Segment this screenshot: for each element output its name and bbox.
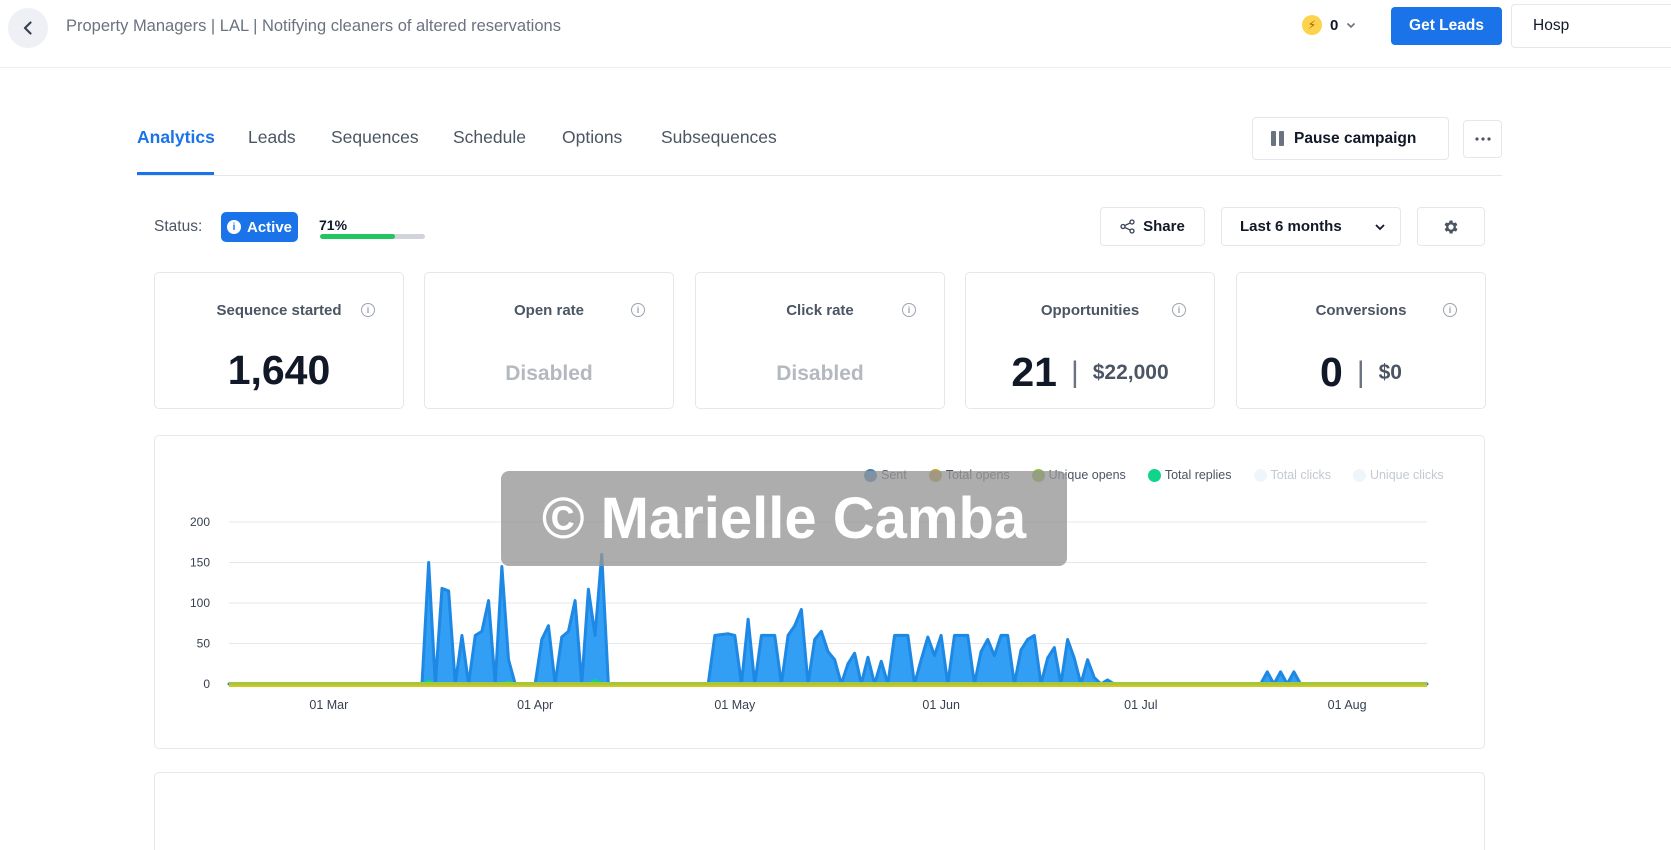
x-tick-label: 01 Mar [309,698,348,712]
more-horizontal-icon [1474,137,1491,141]
x-tick-label: 01 Aug [1328,698,1367,712]
legend-dot [1352,468,1366,482]
status-badge-label: Active [246,218,293,236]
credits-value: 0 [1330,16,1339,34]
progress-bar-fill [320,234,395,239]
chevron-left-icon [23,21,32,35]
status-label: Status: [154,218,203,235]
tab-schedule[interactable]: Schedule [453,127,526,147]
y-tick-label: 150 [190,556,210,570]
legend-item[interactable]: Total clicks [1253,468,1331,482]
analytics-chart: 0 50 100 150 200 01 Mar 01 Apr 01 May 01 Jun 01 J… [154,435,1485,749]
legend-label: Total replies [1164,468,1232,482]
pause-campaign-button[interactable]: Pause campaign [1252,117,1449,160]
x-tick-label: 01 Apr [517,698,553,712]
x-tick-label: 01 Jul [1124,698,1157,712]
progress-bar [320,234,425,239]
y-tick-label: 50 [197,637,211,651]
card-value: Disabled [776,362,864,385]
card-title: Opportunities [1040,302,1140,319]
card-title: Click rate [786,302,854,319]
card-title: Sequence started [216,302,342,319]
card-sequence-started: Sequence started i 1,640 [154,272,404,409]
gear-icon [1444,219,1458,234]
watermark: © Marielle Camba [501,471,1067,566]
value-separator: | [1070,355,1079,389]
date-range-value: Last 6 months [1240,218,1342,235]
series-sent-area [227,552,1429,686]
info-icon[interactable]: i [1172,303,1186,317]
info-icon[interactable]: i [1443,303,1457,317]
chevron-down-icon [1347,22,1356,29]
tab-analytics[interactable]: Analytics [137,127,215,147]
card-click-rate: Click rate i Disabled [695,272,945,409]
legend-dot [1147,468,1161,482]
share-button[interactable]: Share [1100,207,1205,246]
legend-label: Unique opens [1048,468,1126,482]
active-tab-indicator [137,172,214,175]
value-separator: | [1356,355,1365,389]
share-icon [1120,219,1135,234]
series-line [229,678,1427,686]
opportunities-amount: $22,000 [1092,360,1169,384]
card-title: Conversions [1315,302,1407,319]
chevron-down-icon [1375,223,1385,230]
lightning-icon: ⚡ [1302,15,1322,35]
conversions-amount: $0 [1378,360,1402,384]
card-open-rate: Open rate i Disabled [424,272,674,409]
chart-canvas: 0 50 100 150 200 01 Mar 01 Apr 01 May 01 Jun 01 J… [190,515,1429,712]
breadcrumb: Property Managers | LAL | Notifying clea… [66,17,561,35]
settings-button[interactable] [1417,207,1485,246]
opportunities-count: 21 [1011,349,1057,395]
top-bar: Property Managers | LAL | Notifying clea… [0,0,1671,68]
y-tick-label: 100 [190,596,210,610]
tab-subsequences[interactable]: Subsequences [661,127,777,147]
get-leads-button[interactable]: Get Leads [1391,7,1502,45]
info-icon[interactable]: i [631,303,645,317]
card-title: Open rate [513,302,585,319]
info-icon[interactable]: i [902,303,916,317]
pause-campaign-label: Pause campaign [1294,129,1417,147]
card-value: Disabled [505,362,593,385]
card-conversions: Conversions i 0 | $0 [1236,272,1486,409]
tab-options[interactable]: Options [562,127,623,147]
legend-dot [1253,468,1267,482]
campaign-tabs: Analytics Leads Sequences Schedule Optio… [137,100,1502,176]
legend-item[interactable]: Unique clicks [1352,468,1444,482]
credits-dropdown[interactable]: ⚡ 0 [1302,15,1356,35]
back-button[interactable] [8,8,48,48]
legend-label: Total clicks [1270,468,1331,482]
info-icon[interactable]: i [361,303,375,317]
share-label: Share [1143,218,1185,235]
progress-percent: 71% [319,217,348,233]
tab-sequences[interactable]: Sequences [331,127,419,147]
tab-leads[interactable]: Leads [248,127,296,147]
info-icon: i [226,220,241,234]
y-tick-label: 0 [203,677,210,691]
y-tick-label: 200 [190,515,210,529]
x-tick-label: 01 Jun [922,698,960,712]
pause-icon [1271,131,1284,146]
card-value: 21 | $22,000 [966,349,1214,396]
card-value: 1,640 [227,347,331,393]
workspace-selector[interactable]: Hosp [1511,4,1671,48]
date-range-select[interactable]: Last 6 months [1221,207,1401,246]
card-opportunities: Opportunities i 21 | $22,000 [965,272,1215,409]
status-badge: i Active [221,212,298,242]
secondary-panel [154,772,1485,850]
conversions-count: 0 [1320,349,1343,395]
card-value: 0 | $0 [1237,349,1485,396]
x-tick-label: 01 May [714,698,756,712]
legend-label: Unique clicks [1369,468,1444,482]
legend-item[interactable]: Total replies [1147,468,1232,482]
more-options-button[interactable] [1463,120,1502,158]
